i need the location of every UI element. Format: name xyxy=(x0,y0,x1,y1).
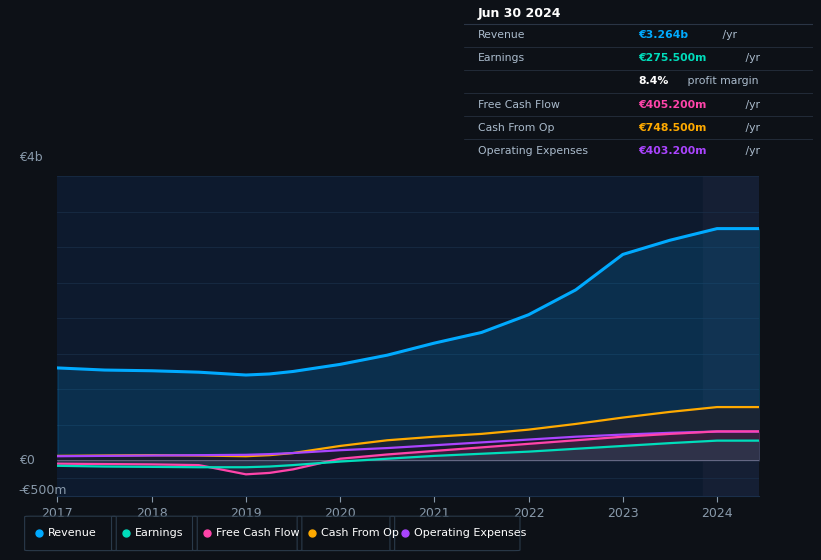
Text: €3.264b: €3.264b xyxy=(639,30,689,40)
Text: €403.200m: €403.200m xyxy=(639,146,707,156)
Text: /yr: /yr xyxy=(742,100,760,110)
Bar xyxy=(703,176,759,496)
Text: /yr: /yr xyxy=(719,30,737,40)
Text: Jun 30 2024: Jun 30 2024 xyxy=(478,7,562,20)
Text: Free Cash Flow: Free Cash Flow xyxy=(216,529,300,538)
Text: €0: €0 xyxy=(19,454,34,466)
Text: /yr: /yr xyxy=(742,146,760,156)
Text: /yr: /yr xyxy=(742,53,760,63)
Text: €4b: €4b xyxy=(19,151,43,164)
Text: -€500m: -€500m xyxy=(19,484,67,497)
Text: Earnings: Earnings xyxy=(135,529,184,538)
Text: €748.500m: €748.500m xyxy=(639,123,707,133)
Text: Earnings: Earnings xyxy=(478,53,525,63)
Text: /yr: /yr xyxy=(742,123,760,133)
Text: €405.200m: €405.200m xyxy=(639,100,707,110)
Text: Cash From Op: Cash From Op xyxy=(478,123,554,133)
Text: Cash From Op: Cash From Op xyxy=(321,529,399,538)
Text: Operating Expenses: Operating Expenses xyxy=(478,146,588,156)
Text: profit margin: profit margin xyxy=(685,76,759,86)
Text: Operating Expenses: Operating Expenses xyxy=(414,529,526,538)
Text: 8.4%: 8.4% xyxy=(639,76,668,86)
Text: Revenue: Revenue xyxy=(48,529,97,538)
Text: Revenue: Revenue xyxy=(478,30,525,40)
Text: Free Cash Flow: Free Cash Flow xyxy=(478,100,560,110)
Text: €275.500m: €275.500m xyxy=(639,53,707,63)
